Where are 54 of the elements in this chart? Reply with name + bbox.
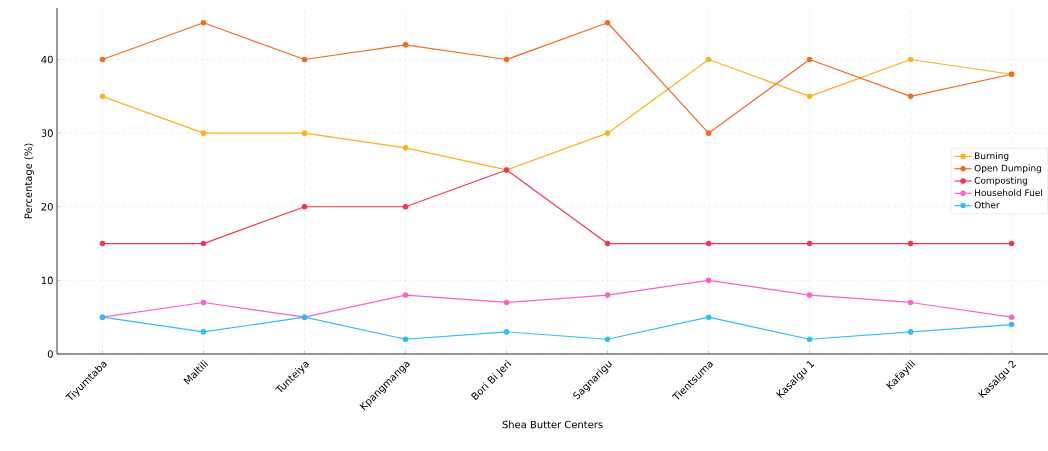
point (503, 56, 510, 63)
point (200, 329, 207, 335)
point (1008, 240, 1015, 247)
point (705, 277, 712, 284)
point (301, 56, 308, 63)
point (907, 93, 914, 100)
point (200, 240, 207, 247)
y-tick-label: 0 (47, 350, 53, 358)
point (907, 329, 914, 335)
point (503, 299, 510, 306)
point (604, 292, 611, 298)
point (604, 19, 611, 26)
point (604, 336, 611, 343)
point (301, 130, 308, 136)
point (705, 56, 712, 63)
point (1008, 321, 1015, 328)
point (99, 56, 106, 63)
point (604, 240, 611, 247)
y-tick-label: 10 (41, 276, 53, 285)
point (301, 203, 308, 210)
point (99, 93, 106, 100)
y-tick-label: 30 (41, 129, 53, 137)
y-tick-label: 40 (41, 55, 53, 64)
point (806, 240, 813, 247)
legend-label: Composting (974, 176, 1028, 186)
point (200, 130, 207, 136)
point (705, 314, 712, 320)
point (503, 329, 510, 335)
point (99, 240, 106, 247)
point (402, 203, 409, 210)
point (402, 42, 409, 48)
point (806, 56, 813, 63)
point (402, 336, 409, 343)
point (907, 56, 914, 63)
legend-label: Household Fuel (975, 189, 1043, 197)
point (200, 19, 207, 26)
point (907, 299, 914, 306)
legend-label: Other (974, 201, 1000, 209)
point (402, 292, 409, 298)
point (200, 299, 207, 306)
point (705, 240, 712, 247)
legend-label: Open Dumping (974, 164, 1042, 174)
y-tick-label: 20 (41, 202, 53, 211)
x-axis-title: Shea Butter Centers (502, 420, 603, 429)
point (907, 240, 914, 247)
point (402, 145, 409, 151)
point (806, 93, 813, 100)
point (806, 292, 813, 298)
point (1008, 314, 1015, 320)
point (705, 130, 712, 136)
y-axis-title: Percentage (%) (24, 143, 34, 219)
point (806, 336, 813, 343)
point (604, 130, 611, 136)
legend-label: Burning (975, 152, 1009, 161)
